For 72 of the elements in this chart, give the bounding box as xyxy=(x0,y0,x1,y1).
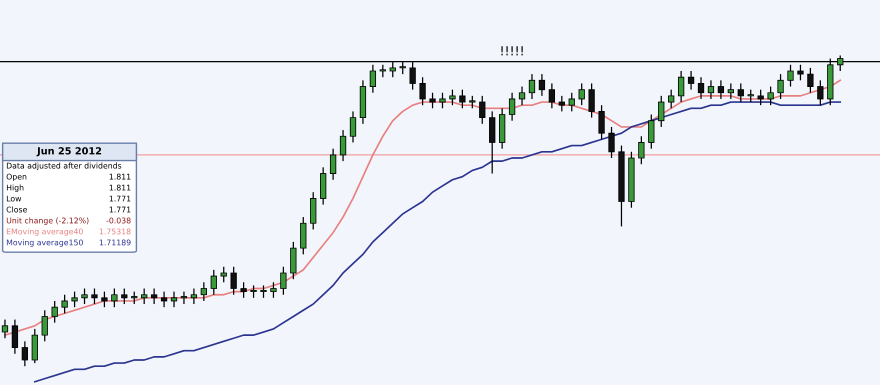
candlestick xyxy=(260,284,267,298)
candlestick xyxy=(469,95,476,109)
candlestick xyxy=(340,129,346,162)
candlestick xyxy=(71,291,78,308)
candlestick xyxy=(508,92,516,122)
candlestick xyxy=(648,114,654,150)
candlestick xyxy=(210,269,217,296)
candlestick xyxy=(718,80,724,100)
candlestick xyxy=(131,291,138,305)
candlestick xyxy=(240,282,247,298)
candlestick xyxy=(598,104,605,140)
candlestick xyxy=(2,318,8,339)
candlestick xyxy=(280,266,287,296)
ref-line-label: !!!!! xyxy=(501,46,523,56)
candlestick xyxy=(668,89,674,109)
candlestick xyxy=(817,80,824,106)
candlestick xyxy=(758,89,764,106)
candlestick xyxy=(748,89,754,103)
candlestick xyxy=(330,148,336,180)
candlestick xyxy=(429,92,436,109)
candlestick xyxy=(200,282,207,302)
candlestick xyxy=(91,288,98,305)
candlestick xyxy=(449,89,456,106)
candlestick xyxy=(230,266,237,296)
candlestick xyxy=(548,82,556,109)
candlestick xyxy=(121,288,128,305)
candlestick xyxy=(350,110,356,144)
candlestick xyxy=(518,86,526,106)
candlestick xyxy=(22,340,28,367)
candlestick xyxy=(479,95,486,124)
candlestick xyxy=(180,291,188,305)
candlestick xyxy=(101,291,108,308)
candlestick xyxy=(767,86,774,106)
candlestick xyxy=(738,82,744,103)
candlestick xyxy=(787,64,794,88)
candlestick xyxy=(12,318,18,354)
candlestick xyxy=(558,95,565,112)
candlestick xyxy=(588,82,595,118)
candlestick xyxy=(568,92,575,112)
candlestick xyxy=(528,73,536,100)
candlestick xyxy=(270,282,277,298)
candlestick xyxy=(688,70,694,90)
candlestick xyxy=(250,284,257,298)
candlestick xyxy=(52,300,58,324)
candlestick xyxy=(150,288,158,305)
candlestick xyxy=(538,73,546,96)
candlestick xyxy=(807,67,814,94)
candlestick xyxy=(608,126,615,159)
candlestick xyxy=(459,89,466,109)
candlestick xyxy=(111,288,118,308)
candlestick xyxy=(61,294,68,314)
candlestick xyxy=(160,291,168,308)
candlestick xyxy=(708,80,714,100)
candlestick xyxy=(190,288,198,305)
candlestick xyxy=(380,64,386,78)
candlestick xyxy=(678,70,684,103)
candlestick xyxy=(578,82,585,106)
candlestick xyxy=(728,82,734,100)
candlestick xyxy=(797,64,804,81)
candlestick xyxy=(439,92,446,109)
candlestick xyxy=(42,310,48,342)
candlestick xyxy=(658,95,664,128)
candlestick xyxy=(170,291,178,308)
candlestick xyxy=(81,288,88,305)
annotation: Jun 25 2012 xyxy=(36,147,102,156)
candlestick xyxy=(220,266,227,283)
candlestick xyxy=(698,76,704,100)
candlestick xyxy=(777,73,784,100)
candlestick xyxy=(638,136,645,165)
candlestick xyxy=(141,288,148,305)
candlestick xyxy=(370,64,376,94)
candlestick xyxy=(419,76,426,106)
